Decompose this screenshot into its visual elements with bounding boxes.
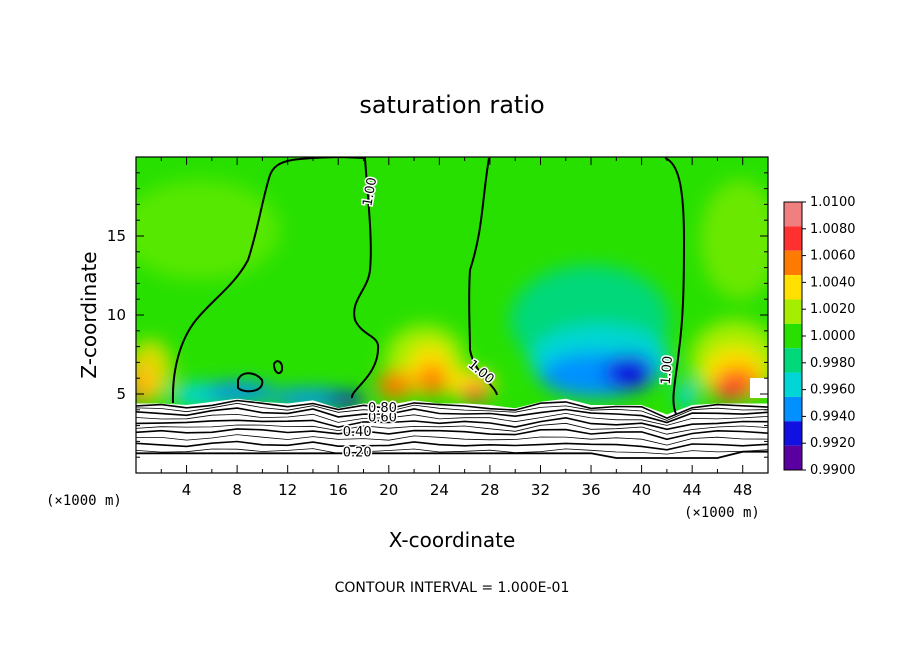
- terrain-contour-line: [136, 399, 768, 419]
- colorbar-segment: [784, 250, 802, 276]
- blob-blue-1: [205, 382, 275, 402]
- y-tick-label: 15: [107, 227, 126, 245]
- terrain-contour-line: [136, 448, 768, 455]
- colorbar-segment: [784, 372, 802, 397]
- x-tick-label: 4: [182, 481, 192, 499]
- x-tick-label: 12: [278, 481, 297, 499]
- x-axis-ticks: 4 8 12 16 20 24 28 32 36 40 44 48: [160, 157, 769, 499]
- contour-1.00-c: [664, 157, 686, 415]
- contour-label: 1.00: [657, 354, 677, 387]
- colorbar-segment: [784, 299, 802, 324]
- blob-orange-1: [418, 364, 446, 396]
- saturation-field: [136, 157, 768, 473]
- x-tick-label: 36: [581, 481, 600, 499]
- terrain-contour-line: [136, 407, 768, 424]
- blob-orange-2: [377, 371, 413, 399]
- colorbar-segment: [784, 445, 802, 470]
- colorbar-label: 1.0000: [810, 329, 856, 344]
- contour-interval-note: CONTOUR INTERVAL = 1.000E-01: [335, 580, 570, 596]
- field-blobs: [136, 180, 768, 410]
- y-tick-label: 5: [116, 385, 126, 403]
- blob-navy-1: [325, 393, 365, 407]
- terrain-contour-line: [136, 428, 768, 441]
- terrain-contour-line: [136, 416, 768, 431]
- blob-upper-left: [136, 180, 280, 280]
- blob-red-1: [461, 385, 489, 401]
- blob-navy-2: [605, 354, 655, 390]
- colorbar-segment: [784, 348, 802, 373]
- colorbar-segment: [784, 202, 802, 227]
- colorbar-label: 1.0100: [810, 195, 856, 210]
- blob-upper-right: [700, 180, 768, 300]
- contour-label-text: 1.00: [659, 355, 676, 385]
- terrain-contour-line: [136, 402, 768, 421]
- colorbar-label: 0.9900: [810, 463, 856, 478]
- colorbar-label: 0.9940: [810, 409, 856, 424]
- x-tick-label: 28: [480, 481, 499, 499]
- colorbar-segment: [784, 275, 802, 300]
- x-tick-label: 32: [531, 481, 550, 499]
- blob-cyan-3: [676, 380, 696, 410]
- contour-label: 0.40: [341, 423, 373, 441]
- colorbar-label: 1.0060: [810, 249, 856, 264]
- colorbar-label: 0.9980: [810, 356, 856, 371]
- terrain-contours: [136, 399, 768, 459]
- colorbar-label: 0.9920: [810, 436, 856, 451]
- colorbar-segment: [784, 421, 802, 446]
- contour-closed-1: [237, 372, 264, 393]
- white-patch-right: [750, 378, 768, 398]
- contour-closed-2: [272, 360, 284, 375]
- colorbar-label: 1.0020: [810, 302, 856, 317]
- y-axis-ticks: 5 10 15: [107, 172, 768, 458]
- contour-label-text: 0.40: [343, 425, 372, 440]
- contour-1.00-b: [468, 157, 498, 396]
- x-tick-label: 48: [733, 481, 752, 499]
- colorbar-segment: [784, 396, 802, 422]
- y-axis-label: Z-coordinate: [77, 251, 101, 378]
- colorbar: 1.0100 1.0080 1.0060 1.0040 1.0020 1.0000 0.99…: [783, 195, 856, 478]
- contour-label-text: 1.00: [360, 176, 380, 207]
- terrain-contour-line: [136, 440, 768, 451]
- chart-title: saturation ratio: [359, 91, 544, 119]
- terrain-contour-line: [136, 434, 768, 446]
- contour-label: 0.20: [341, 444, 373, 462]
- terrain-contour-line: [136, 412, 768, 426]
- contour-label-text: 0.20: [343, 445, 372, 460]
- x-tick-label: 20: [379, 481, 398, 499]
- blob-left-yellow: [136, 340, 172, 400]
- colorbar-segment: [784, 226, 802, 251]
- contour-label: 0.60: [367, 409, 399, 427]
- blob-red-2: [712, 380, 748, 400]
- x-axis-label: X-coordinate: [389, 528, 516, 552]
- contour-label-text: 0.60: [368, 411, 397, 426]
- x-tick-label: 24: [430, 481, 449, 499]
- x-unit-label-right: (×1000 m): [684, 505, 760, 521]
- x-unit-label-left: (×1000 m): [46, 493, 122, 509]
- contour-label-text: 0.80: [368, 401, 397, 416]
- terrain-contour-line: [136, 450, 768, 459]
- colorbar-label: 1.0080: [810, 222, 856, 237]
- contour-label: 1.00: [359, 175, 382, 209]
- y-tick-label: 10: [107, 306, 126, 324]
- contour-label: 0.80: [367, 400, 399, 418]
- ground-region: [136, 398, 768, 473]
- x-tick-label: 8: [232, 481, 242, 499]
- colorbar-segment: [784, 323, 802, 349]
- terrain-contour-line: [136, 422, 768, 435]
- x-tick-label: 44: [683, 481, 702, 499]
- x-tick-label: 16: [329, 481, 348, 499]
- x-tick-label: 40: [632, 481, 651, 499]
- colorbar-label: 1.0040: [810, 275, 856, 290]
- colorbar-label: 0.9960: [810, 383, 856, 398]
